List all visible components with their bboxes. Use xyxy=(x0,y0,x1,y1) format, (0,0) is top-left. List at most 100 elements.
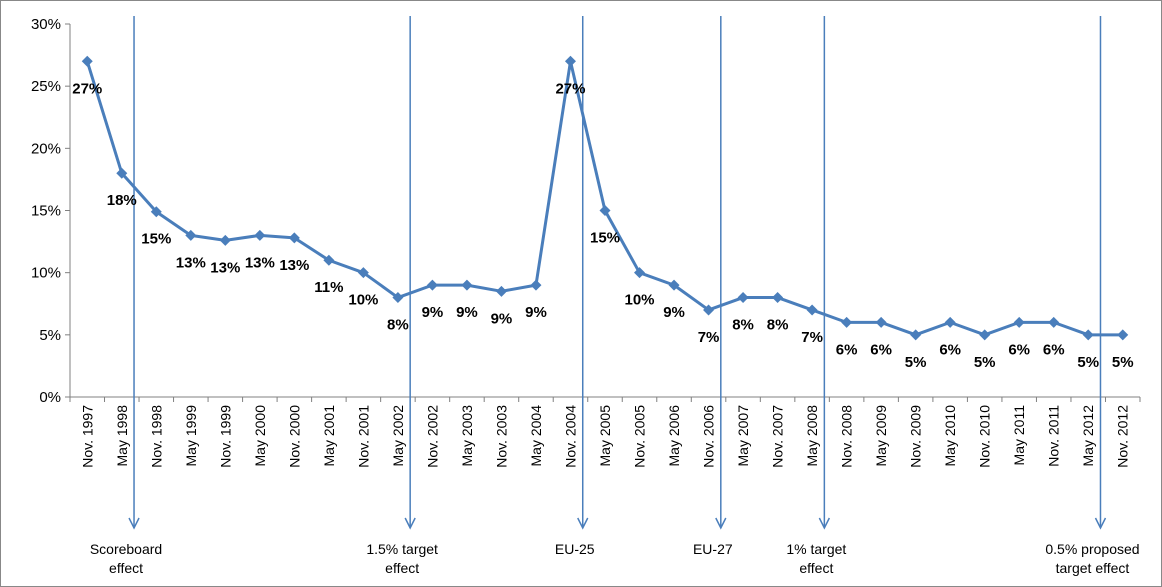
x-tick-label: Nov. 2008 xyxy=(839,405,855,468)
data-label: 8% xyxy=(732,317,754,334)
data-label: 6% xyxy=(1043,341,1065,358)
data-point-marker xyxy=(357,267,369,279)
x-tick-label: May 2012 xyxy=(1080,405,1096,467)
y-tick-label: 10% xyxy=(31,265,61,282)
data-point-marker xyxy=(392,292,404,304)
data-label: 5% xyxy=(1112,354,1134,371)
data-label: 13% xyxy=(279,257,309,274)
annotation-label: EU-27 xyxy=(693,541,733,557)
axes: 0% 5% 10% 15% 20% 25% 30% xyxy=(31,16,1141,406)
y-tick-label: 30% xyxy=(31,16,61,33)
data-point-marker xyxy=(185,229,197,241)
data-label: 7% xyxy=(801,329,823,346)
data-label: 5% xyxy=(905,354,927,371)
data-point-marker xyxy=(875,316,887,328)
x-tick-label: May 2007 xyxy=(735,405,751,467)
data-point-marker xyxy=(530,279,542,291)
annotation-label: effect xyxy=(109,560,143,576)
annotation-arrowhead xyxy=(715,517,727,530)
x-tick-label: May 1998 xyxy=(114,405,130,467)
data-label: 5% xyxy=(974,354,996,371)
data-point-marker xyxy=(910,329,922,341)
data-point-marker xyxy=(806,304,818,316)
data-label: 27% xyxy=(555,80,585,97)
x-tick-label: Nov. 2012 xyxy=(1115,405,1131,468)
data-point-marker xyxy=(254,229,266,241)
x-tick-label: Nov. 1998 xyxy=(148,405,164,468)
annotation-arrowhead xyxy=(128,517,140,530)
x-tick-label: May 2002 xyxy=(390,405,406,467)
x-tick-label: Nov. 1997 xyxy=(79,405,95,468)
x-tick-label: May 2000 xyxy=(252,405,268,467)
data-label: 13% xyxy=(176,254,206,271)
data-point-marker xyxy=(1082,329,1094,341)
data-label: 6% xyxy=(836,341,858,358)
data-point-marker xyxy=(737,292,749,304)
annotation-label: EU-25 xyxy=(555,541,595,557)
x-tick-label: May 2003 xyxy=(459,405,475,467)
data-point-marker xyxy=(564,55,576,67)
data-point-marker xyxy=(599,205,611,216)
data-label: 9% xyxy=(663,304,685,321)
annotation-arrowhead xyxy=(577,517,589,530)
x-tick-label: Nov. 2004 xyxy=(562,405,578,468)
data-label: 27% xyxy=(72,80,102,97)
x-tick-label: Nov. 2001 xyxy=(355,405,371,468)
data-label: 7% xyxy=(698,329,720,346)
x-tick-label: Nov. 2010 xyxy=(977,405,993,468)
annotation-label: effect xyxy=(385,560,419,576)
x-tick-label: Nov. 2003 xyxy=(493,405,509,468)
x-tick-label: May 2006 xyxy=(666,405,682,467)
data-point-marker xyxy=(772,292,784,304)
annotation-arrowhead xyxy=(818,517,831,530)
data-point-marker xyxy=(979,329,991,341)
data-point-marker xyxy=(288,232,300,244)
data-point-marker xyxy=(323,254,335,266)
data-label: 15% xyxy=(141,231,171,248)
annotation-label: 1% target xyxy=(786,541,846,557)
data-point-marker xyxy=(150,206,162,218)
data-label: 10% xyxy=(625,292,655,309)
x-tick-label: May 2009 xyxy=(873,405,889,467)
data-label: 13% xyxy=(210,259,240,276)
data-point-marker xyxy=(703,304,715,316)
data-label: 9% xyxy=(422,304,444,321)
data-point-marker xyxy=(668,279,680,291)
x-tick-label: Nov. 2011 xyxy=(1046,405,1062,467)
data-label: 6% xyxy=(1008,341,1030,358)
annotation-arrows xyxy=(128,16,1107,530)
series-line-group xyxy=(81,55,1129,341)
annotation-label: Scoreboard xyxy=(90,541,162,557)
x-tick-label: May 2005 xyxy=(597,405,613,467)
annotation-label: effect xyxy=(799,560,833,576)
x-tick-label: Nov. 2002 xyxy=(424,405,440,468)
data-point-marker xyxy=(81,55,93,67)
data-point-marker xyxy=(495,285,507,297)
data-point-marker xyxy=(116,167,128,179)
y-tick-label: 20% xyxy=(31,140,61,157)
annotation-label: target effect xyxy=(1056,560,1130,576)
x-tick-label: Nov. 1999 xyxy=(217,405,233,468)
data-point-marker xyxy=(461,279,473,291)
data-label: 11% xyxy=(314,279,343,296)
data-label: 9% xyxy=(456,304,478,321)
data-label: 8% xyxy=(767,317,789,334)
annotation-arrowhead xyxy=(404,517,416,530)
x-tick-label: May 2011 xyxy=(1011,405,1027,466)
data-label-group: 27%18%15%13% 13% 13% 13%11%10%8%9% 9% 9% 9%27%… xyxy=(72,80,1133,371)
y-tick-label: 5% xyxy=(39,327,61,344)
data-point-marker xyxy=(219,234,231,246)
data-label: 5% xyxy=(1077,354,1099,371)
x-tick-label: May 2004 xyxy=(528,405,544,467)
x-tick-label: Nov. 2006 xyxy=(701,405,717,468)
annotation-text-group: Scoreboard effect 1.5% target effect EU-25 EU… xyxy=(90,541,1140,576)
x-tick-label: Nov. 2007 xyxy=(770,405,786,468)
data-label: 9% xyxy=(525,304,547,321)
data-label: 8% xyxy=(387,317,409,334)
y-tick-label: 0% xyxy=(39,389,61,406)
data-point-marker xyxy=(944,316,956,328)
data-point-marker xyxy=(1048,316,1060,328)
